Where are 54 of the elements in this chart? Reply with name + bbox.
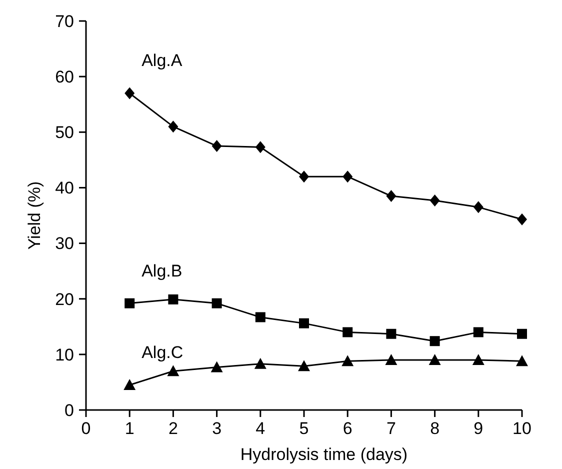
point <box>124 298 135 308</box>
point <box>473 327 484 338</box>
y-axis-title: Yield (%) <box>25 181 44 250</box>
x-tick-label: 0 <box>81 419 91 438</box>
x-tick-label: 6 <box>342 419 352 438</box>
point <box>517 328 527 339</box>
point <box>517 213 527 226</box>
point <box>254 358 266 369</box>
point <box>472 354 484 365</box>
y-tick-label: 40 <box>55 178 74 198</box>
y-tick-label: 20 <box>55 290 74 309</box>
point <box>255 312 266 322</box>
x-tick-label: 9 <box>474 419 484 438</box>
point <box>168 120 178 133</box>
y-tick-label: 30 <box>55 234 74 254</box>
point <box>255 141 266 154</box>
x-tick-label: 3 <box>212 419 222 438</box>
point <box>124 87 135 100</box>
x-tick-label: 2 <box>168 419 178 438</box>
series-label: Alg.C <box>142 342 184 362</box>
y-tick-label: 10 <box>55 345 74 364</box>
point <box>342 170 353 183</box>
point <box>212 140 222 152</box>
point <box>428 354 441 365</box>
y-tick-label: 50 <box>55 123 74 142</box>
y-tick-label: 60 <box>55 68 74 87</box>
point <box>385 354 398 365</box>
y-tick-label: 0 <box>64 400 74 420</box>
x-tick-label: 10 <box>512 419 532 438</box>
point <box>299 318 309 328</box>
point <box>342 355 354 366</box>
x-tick-label: 8 <box>430 419 440 438</box>
point <box>168 294 178 304</box>
point <box>430 336 440 346</box>
point <box>212 298 222 308</box>
point <box>473 201 484 214</box>
y-tick-label: 70 <box>55 12 74 31</box>
x-tick-label: 5 <box>299 419 309 438</box>
point <box>386 328 396 339</box>
point <box>386 190 396 202</box>
point <box>342 327 353 338</box>
point <box>210 361 223 372</box>
x-tick-label: 1 <box>124 419 134 438</box>
x-tick-label: 4 <box>256 419 266 438</box>
point <box>167 365 180 376</box>
series-label: Alg.A <box>142 51 183 70</box>
series-label: Alg.B <box>142 261 182 280</box>
point <box>298 360 310 372</box>
point <box>516 355 528 366</box>
x-tick-label: 7 <box>386 419 396 438</box>
point <box>299 170 309 183</box>
point <box>430 194 440 206</box>
x-axis-title: Hydrolysis time (days) <box>240 445 408 464</box>
point <box>124 378 136 390</box>
